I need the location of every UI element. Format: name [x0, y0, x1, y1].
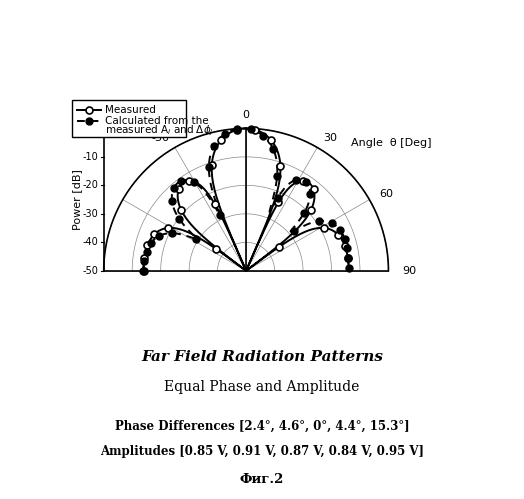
Text: -30: -30 [82, 209, 98, 219]
Text: 0: 0 [92, 123, 98, 133]
Text: -20: -20 [82, 180, 98, 190]
Text: Power [dB]: Power [dB] [72, 169, 82, 230]
Text: Angle  θ [Deg]: Angle θ [Deg] [351, 138, 431, 148]
Bar [72, 100, 187, 137]
Text: Equal Phase and Amplitude: Equal Phase and Amplitude [165, 380, 359, 394]
Text: 90: 90 [402, 266, 417, 276]
Text: 30: 30 [323, 133, 337, 143]
Text: -10: -10 [82, 152, 98, 162]
Text: -40: -40 [82, 238, 98, 248]
Text: Phase Differences [2.4°, 4.6°, 0°, 4.4°, 15.3°]: Phase Differences [2.4°, 4.6°, 0°, 4.4°,… [115, 420, 409, 433]
Text: 0: 0 [243, 110, 249, 120]
Text: -30: -30 [151, 133, 169, 143]
Text: Far Field Radiation Patterns: Far Field Radiation Patterns [141, 350, 383, 364]
Text: 60: 60 [379, 189, 393, 199]
Text: Amplitudes [0.85 V, 0.91 V, 0.87 V, 0.84 V, 0.95 V]: Amplitudes [0.85 V, 0.91 V, 0.87 V, 0.84… [100, 445, 424, 458]
Text: Calculated from the: Calculated from the [105, 116, 209, 126]
Text: measured A$_i$ and $\Delta\phi_j$: measured A$_i$ and $\Delta\phi_j$ [105, 124, 214, 138]
Text: -50: -50 [82, 266, 98, 276]
Text: Фиг.2: Фиг.2 [240, 473, 284, 486]
Text: Measured: Measured [105, 105, 156, 115]
